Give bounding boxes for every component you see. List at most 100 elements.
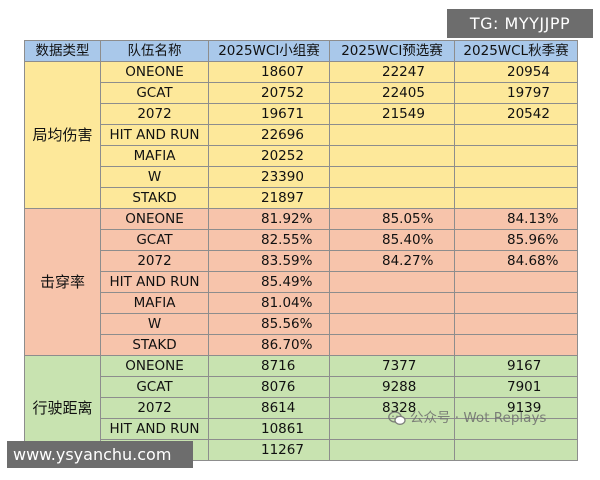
qualifier-cell: 9288 [329, 376, 455, 398]
header-wcl-autumn: 2025WCL秋季赛 [454, 40, 578, 62]
telegram-watermark: TG: MYYJJPP [447, 9, 593, 38]
table-row: W 23390 [25, 166, 578, 188]
table-row: 2072 83.59% 84.27% 84.68% [25, 250, 578, 272]
wechat-watermark-text: 公众号 · Wot Replays [410, 410, 547, 426]
qualifier-cell [329, 292, 455, 314]
autumn-cell [454, 166, 578, 188]
table-row: GCAT 20752 22405 19797 [25, 82, 578, 104]
team-cell: 2072 [100, 397, 209, 419]
group-stage-cell: 22696 [208, 124, 330, 146]
group-stage-cell: 86.70% [208, 334, 330, 356]
autumn-cell: 84.13% [454, 208, 578, 230]
qualifier-cell [329, 145, 455, 167]
team-cell: ONEONE [100, 208, 209, 230]
autumn-cell: 20954 [454, 61, 578, 83]
group-stage-cell: 19671 [208, 103, 330, 125]
group-stage-cell: 8076 [208, 376, 330, 398]
team-cell: HIT AND RUN [100, 124, 209, 146]
autumn-cell [454, 145, 578, 167]
qualifier-cell [329, 313, 455, 335]
group-stage-cell: 8614 [208, 397, 330, 419]
group-stage-cell: 83.59% [208, 250, 330, 272]
qualifier-cell [329, 166, 455, 188]
table-row: HIT AND RUN 85.49% [25, 271, 578, 293]
qualifier-cell: 85.40% [329, 229, 455, 251]
qualifier-cell: 22247 [329, 61, 455, 83]
wechat-icon [388, 410, 406, 425]
autumn-cell [454, 187, 578, 209]
category-damage: 局均伤害 [24, 61, 101, 209]
qualifier-cell [329, 271, 455, 293]
table-row: MAFIA 20252 [25, 145, 578, 167]
qualifier-cell [329, 124, 455, 146]
qualifier-cell [329, 187, 455, 209]
group-stage-cell: 20252 [208, 145, 330, 167]
qualifier-cell: 21549 [329, 103, 455, 125]
autumn-cell [454, 418, 578, 440]
autumn-cell [454, 334, 578, 356]
team-cell: ONEONE [100, 61, 209, 83]
table-row: STAKD 86.70% [25, 334, 578, 356]
autumn-cell: 84.68% [454, 250, 578, 272]
autumn-cell: 19797 [454, 82, 578, 104]
qualifier-cell: 85.05% [329, 208, 455, 230]
autumn-cell: 20542 [454, 103, 578, 125]
qualifier-cell: 22405 [329, 82, 455, 104]
header-team-name: 队伍名称 [100, 40, 209, 62]
table-row: STAKD 21897 [25, 187, 578, 209]
team-cell: HIT AND RUN [100, 418, 209, 440]
autumn-cell: 85.96% [454, 229, 578, 251]
group-stage-cell: 8716 [208, 355, 330, 377]
qualifier-cell: 84.27% [329, 250, 455, 272]
category-penetration: 击穿率 [24, 208, 101, 356]
team-cell: STAKD [100, 187, 209, 209]
table-body: 局均伤害 ONEONE 18607 22247 20954 GCAT 20752 22405 1… [24, 61, 578, 461]
team-cell: MAFIA [100, 145, 209, 167]
table-row: 2072 8614 8328 9139 [25, 397, 578, 419]
group-stage-cell: 81.04% [208, 292, 330, 314]
qualifier-cell: 8328 [329, 397, 455, 419]
team-cell: MAFIA [100, 292, 209, 314]
group-stage-cell: 85.56% [208, 313, 330, 335]
group-stage-cell: 11267 [208, 439, 330, 461]
autumn-cell [454, 439, 578, 461]
team-cell: 2072 [100, 250, 209, 272]
autumn-cell [454, 292, 578, 314]
autumn-cell: 7901 [454, 376, 578, 398]
team-cell: W [100, 313, 209, 335]
group-stage-cell: 18607 [208, 61, 330, 83]
qualifier-cell [329, 439, 455, 461]
table-row: MAFIA 81.04% [25, 292, 578, 314]
autumn-cell [454, 313, 578, 335]
autumn-cell [454, 271, 578, 293]
group-stage-cell: 23390 [208, 166, 330, 188]
team-cell: STAKD [100, 334, 209, 356]
qualifier-cell: 7377 [329, 355, 455, 377]
autumn-cell: 9167 [454, 355, 578, 377]
table-row: HIT AND RUN 22696 [25, 124, 578, 146]
table-row: W 85.56% [25, 313, 578, 335]
header-data-type: 数据类型 [24, 40, 101, 62]
header-row: 数据类型 队伍名称 2025WCI小组赛 2025WCI预选赛 2025WCL秋… [24, 40, 578, 62]
group-stage-cell: 85.49% [208, 271, 330, 293]
wechat-watermark: 公众号 · Wot Replays [388, 407, 546, 429]
group-stage-cell: 10861 [208, 418, 330, 440]
header-wci-qualifier: 2025WCI预选赛 [329, 40, 455, 62]
table-row: GCAT 82.55% 85.40% 85.96% [25, 229, 578, 251]
group-stage-cell: 82.55% [208, 229, 330, 251]
table-row: 局均伤害 ONEONE 18607 22247 20954 [24, 61, 578, 209]
autumn-cell [454, 124, 578, 146]
group-stage-cell: 20752 [208, 82, 330, 104]
stats-table: 数据类型 队伍名称 2025WCI小组赛 2025WCI预选赛 2025WCL秋… [24, 40, 578, 461]
team-cell: 2072 [100, 103, 209, 125]
table-row: HIT AND RUN 10861 [25, 418, 578, 440]
team-cell: GCAT [100, 82, 209, 104]
team-cell: ONEONE [100, 355, 209, 377]
qualifier-cell [329, 334, 455, 356]
table-row: GCAT 8076 9288 7901 [25, 376, 578, 398]
team-cell: HIT AND RUN [100, 271, 209, 293]
site-watermark: www.ysyanchu.com [7, 441, 193, 468]
group-stage-cell: 81.92% [208, 208, 330, 230]
header-wci-group-stage: 2025WCI小组赛 [208, 40, 330, 62]
table-row: 击穿率 ONEONE 81.92% 85.05% 84.13% [24, 208, 578, 356]
